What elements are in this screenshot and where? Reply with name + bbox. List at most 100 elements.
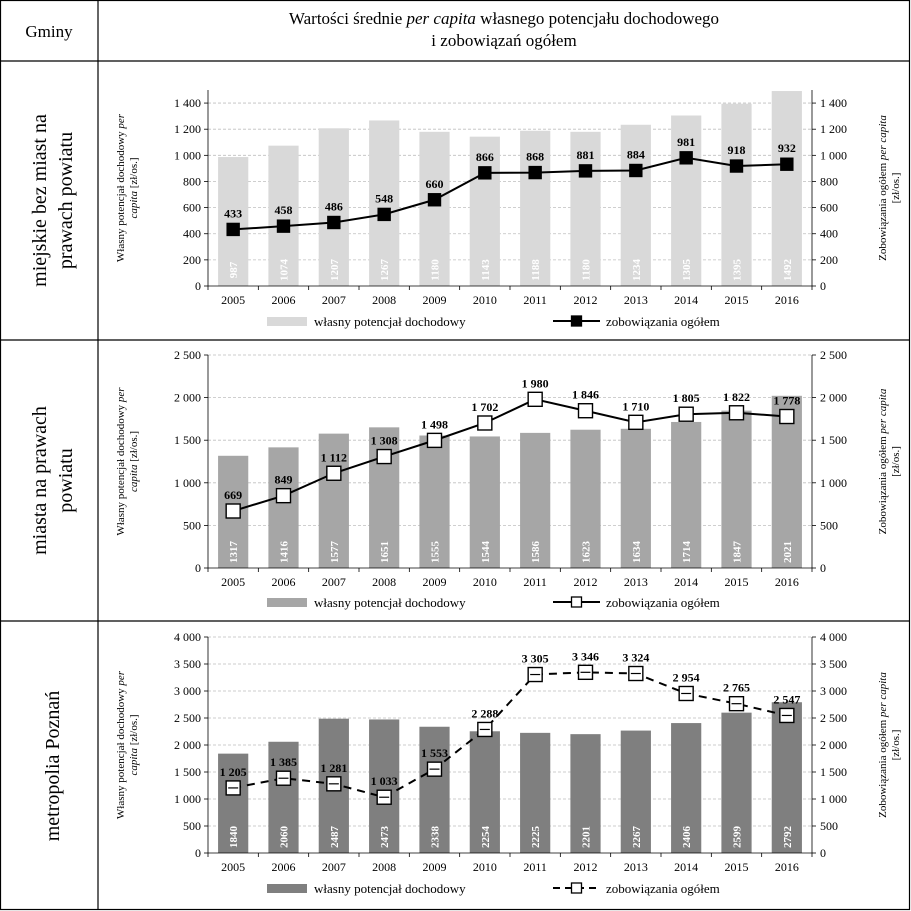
left-axis-title: Własny potencjał dochodowy percapita [zł…	[115, 113, 140, 262]
line-value-label: 1 033	[371, 774, 398, 788]
x-tick-label: 2014	[674, 575, 698, 589]
bar-value-label: 1555	[430, 541, 442, 564]
y-tick-label-left: 800	[183, 174, 201, 188]
row-label-line: miejskie bez miast na	[29, 114, 51, 287]
line-marker	[578, 164, 593, 178]
right-axis-title: Zobowiązania ogółem per capita[zł/os.]	[877, 388, 902, 534]
x-tick-label: 2005	[221, 575, 245, 589]
header-title-italic: per capita	[406, 9, 476, 28]
y-tick-label-right: 1 000	[820, 148, 847, 162]
right-axis-title-line: [zł/os.]	[890, 730, 902, 761]
y-tick-label-left: 1 500	[174, 765, 201, 779]
x-tick-label: 2011	[523, 293, 547, 307]
left-axis-title-part: Własny potencjał dochodowy	[115, 129, 127, 263]
bar-value-label: 1847	[732, 541, 744, 564]
bar-value-label: 1234	[631, 259, 643, 282]
line-marker	[679, 151, 693, 165]
line-series	[232, 398, 787, 512]
x-tick-label: 2013	[624, 860, 648, 874]
left-axis-title-part: capita	[128, 464, 140, 492]
x-tick-label: 2015	[725, 860, 749, 874]
left-axis-title-part: per	[115, 387, 127, 403]
line-value-label: 1 822	[723, 390, 750, 404]
bar-value-label: 2406	[681, 826, 693, 849]
bar	[419, 726, 450, 853]
x-tick-label: 2015	[725, 293, 749, 307]
left-axis-title-line: capita [zł/os.]	[128, 157, 140, 218]
y-tick-label-right: 400	[820, 227, 838, 241]
right-axis-title-line: [zł/os.]	[890, 173, 902, 204]
bar-value-label: 1840	[228, 826, 240, 849]
bar	[419, 435, 450, 568]
bar-value-label: 1623	[581, 541, 593, 564]
line-marker	[426, 432, 443, 449]
y-tick-label-left: 2 500	[174, 348, 201, 362]
line-marker	[326, 465, 342, 481]
left-axis-title-line: capita [zł/os.]	[128, 431, 140, 492]
line-value-label: 1 702	[471, 400, 498, 414]
left-axis-title-part: [zł/os.]	[128, 431, 140, 465]
row-label-line: powiatu	[55, 448, 77, 512]
line-marker	[728, 405, 745, 421]
legend-swatch-marker	[570, 315, 583, 327]
y-tick-label-left: 0	[195, 846, 201, 860]
y-tick-label-right: 1 000	[820, 792, 847, 806]
line-value-label: 881	[577, 148, 595, 162]
legend-swatch-marker	[570, 596, 583, 608]
line-marker	[577, 403, 594, 419]
x-tick-label: 2013	[624, 575, 648, 589]
right-axis-title-line: Zobowiązania ogółem per capita	[877, 388, 889, 534]
bar-value-label: 2225	[530, 826, 542, 849]
line-marker	[527, 391, 543, 408]
header-title-line2: i zobowiązań ogółem	[431, 31, 576, 50]
bar	[771, 395, 802, 568]
line-value-label: 486	[325, 199, 343, 213]
bar	[620, 428, 651, 568]
chart-panel-2: miasta na prawach powiatu Własny potencjał…	[29, 348, 902, 610]
x-tick-label: 2012	[574, 860, 598, 874]
left-axis-title-part: Własny potencjał dochodowy	[115, 686, 127, 820]
line-value-label: 918	[728, 143, 746, 157]
legend-swatch-marker	[570, 882, 583, 894]
y-tick-label-right: 600	[820, 201, 838, 215]
line-value-label: 1 710	[622, 399, 649, 413]
legend-label-bar: własny potencjał dochodowy	[314, 595, 466, 610]
y-tick-label-right: 1 500	[820, 765, 847, 779]
x-tick-label: 2009	[423, 293, 447, 307]
line-value-label: 1 778	[773, 394, 800, 408]
line-value-label: 2 547	[773, 692, 800, 706]
x-tick-label: 2009	[423, 860, 447, 874]
right-axis-title-line: [zł/os.]	[890, 446, 902, 477]
legend-swatch-bar	[267, 884, 307, 893]
right-axis-title-part: [zł/os.]	[890, 173, 902, 204]
line-value-label: 3 305	[522, 652, 549, 666]
bar	[771, 702, 802, 853]
line-value-label: 1 112	[321, 450, 347, 464]
bar	[469, 731, 500, 853]
y-tick-label-left: 2 000	[174, 738, 201, 752]
line-value-label: 2 954	[673, 670, 700, 684]
bar-value-label: 2021	[782, 541, 794, 563]
line-value-label: 1 846	[572, 388, 599, 402]
x-tick-label: 2012	[574, 575, 598, 589]
y-tick-label-right: 2 500	[820, 711, 847, 725]
bar-value-label: 1416	[279, 541, 291, 564]
line-series	[233, 156, 787, 231]
y-tick-label-right: 0	[820, 561, 826, 575]
x-tick-label: 2005	[221, 293, 245, 307]
line-value-label: 458	[275, 203, 293, 217]
bar	[570, 734, 601, 853]
row-label-line: prawach powiatu	[55, 132, 77, 269]
bar-value-label: 2487	[329, 826, 341, 849]
bar-value-label: 1492	[782, 259, 794, 282]
left-axis-title-part: Własny potencjał dochodowy	[115, 402, 127, 536]
right-axis-title-part: per capita	[877, 388, 889, 434]
bar-value-label: 2792	[782, 826, 794, 849]
y-tick-label-left: 1 400	[174, 96, 201, 110]
y-tick-label-right: 800	[820, 174, 838, 188]
bar-value-label: 2060	[279, 826, 291, 849]
line-marker	[275, 487, 292, 504]
bar	[620, 124, 651, 287]
